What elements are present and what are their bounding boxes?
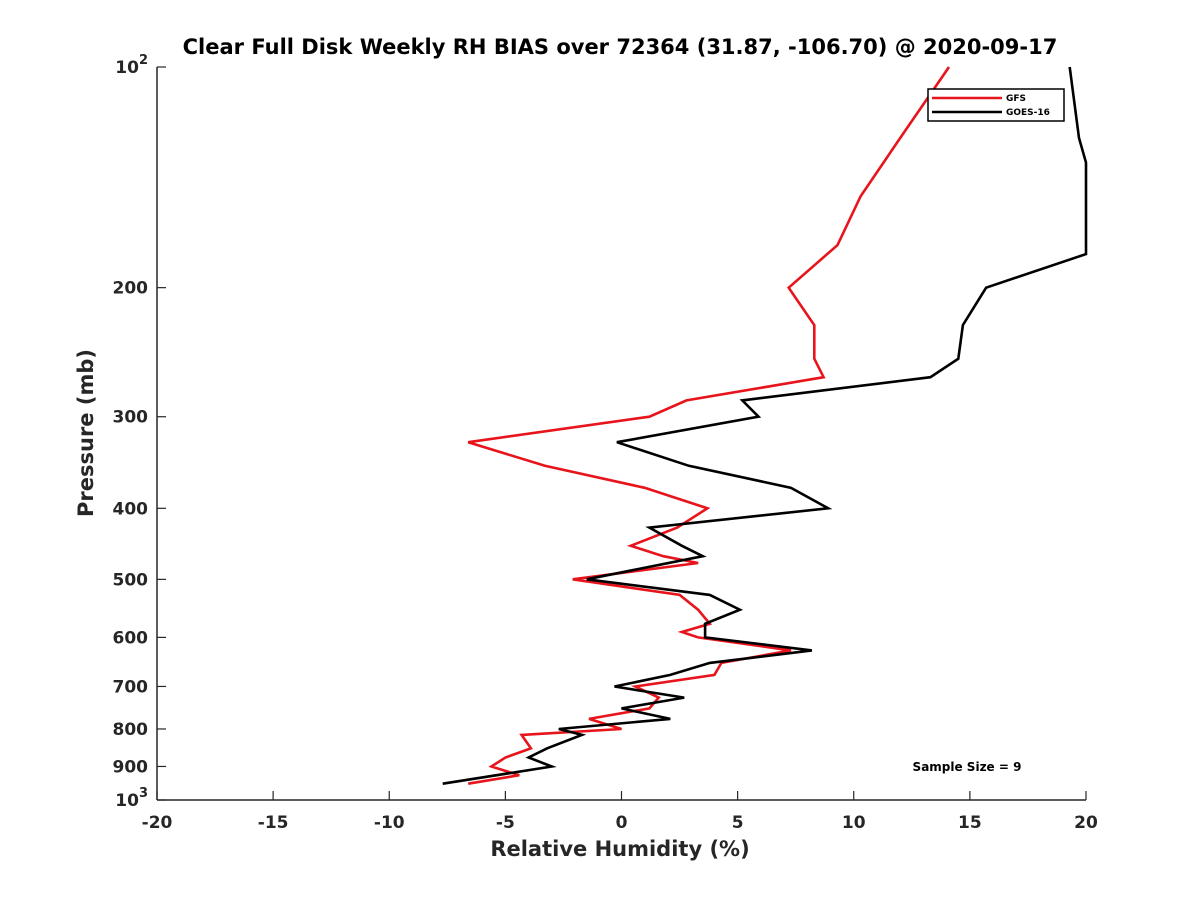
legend-label: GOES-16	[1006, 108, 1050, 118]
x-tick-label: 20	[1074, 813, 1098, 833]
y-tick-base: 600	[113, 628, 149, 648]
legend-box	[927, 88, 1065, 122]
y-tick-base: 10	[115, 791, 139, 811]
x-tick-label: -10	[374, 813, 405, 833]
y-tick-label: 300	[113, 408, 149, 428]
y-tick-base: 10	[115, 58, 139, 78]
y-tick-base: 500	[113, 570, 149, 590]
y-tick-label: 400	[113, 499, 149, 519]
x-tick-label: 15	[958, 813, 982, 833]
y-tick-label: 800	[113, 720, 149, 740]
legend-label: GFS	[1006, 94, 1026, 104]
y-tick-base: 900	[113, 757, 149, 777]
y-tick-label: 600	[113, 628, 149, 648]
series-layer	[442, 66, 1088, 785]
y-tick-exponent: 3	[139, 786, 148, 801]
x-axis: -20 -15 -10 -5 0 5 10 15 20	[142, 791, 1098, 833]
y-axis-label: Pressure (mb)	[74, 349, 98, 517]
y-tick-label: 102	[115, 53, 148, 78]
series-line-gfs	[467, 66, 951, 785]
sample-size-annotation: Sample Size = 9	[913, 760, 1022, 774]
y-tick-label: 200	[113, 279, 149, 299]
x-tick-label: 10	[842, 813, 866, 833]
y-tick-exponent: 2	[139, 53, 148, 68]
x-tick-label: -15	[258, 813, 289, 833]
y-tick-base: 700	[113, 677, 149, 697]
y-tick-label: 103	[115, 786, 148, 811]
legend: GFS GOES-16	[927, 88, 1065, 122]
x-axis-label: Relative Humidity (%)	[490, 837, 749, 861]
y-tick-base: 800	[113, 720, 149, 740]
x-tick-label: -20	[142, 813, 173, 833]
y-tick-base: 400	[113, 499, 149, 519]
y-tick-label: 700	[113, 677, 149, 697]
y-tick-label: 500	[113, 570, 149, 590]
chart-title: Clear Full Disk Weekly RH BIAS over 7236…	[183, 35, 1058, 59]
y-tick-base: 200	[113, 279, 149, 299]
y-tick-base: 300	[113, 408, 149, 428]
x-tick-label: 0	[616, 813, 628, 833]
x-tick-label: 5	[732, 813, 744, 833]
x-tick-label: -5	[496, 813, 515, 833]
series-line-goes-16	[442, 66, 1088, 785]
y-tick-label: 900	[113, 757, 149, 777]
